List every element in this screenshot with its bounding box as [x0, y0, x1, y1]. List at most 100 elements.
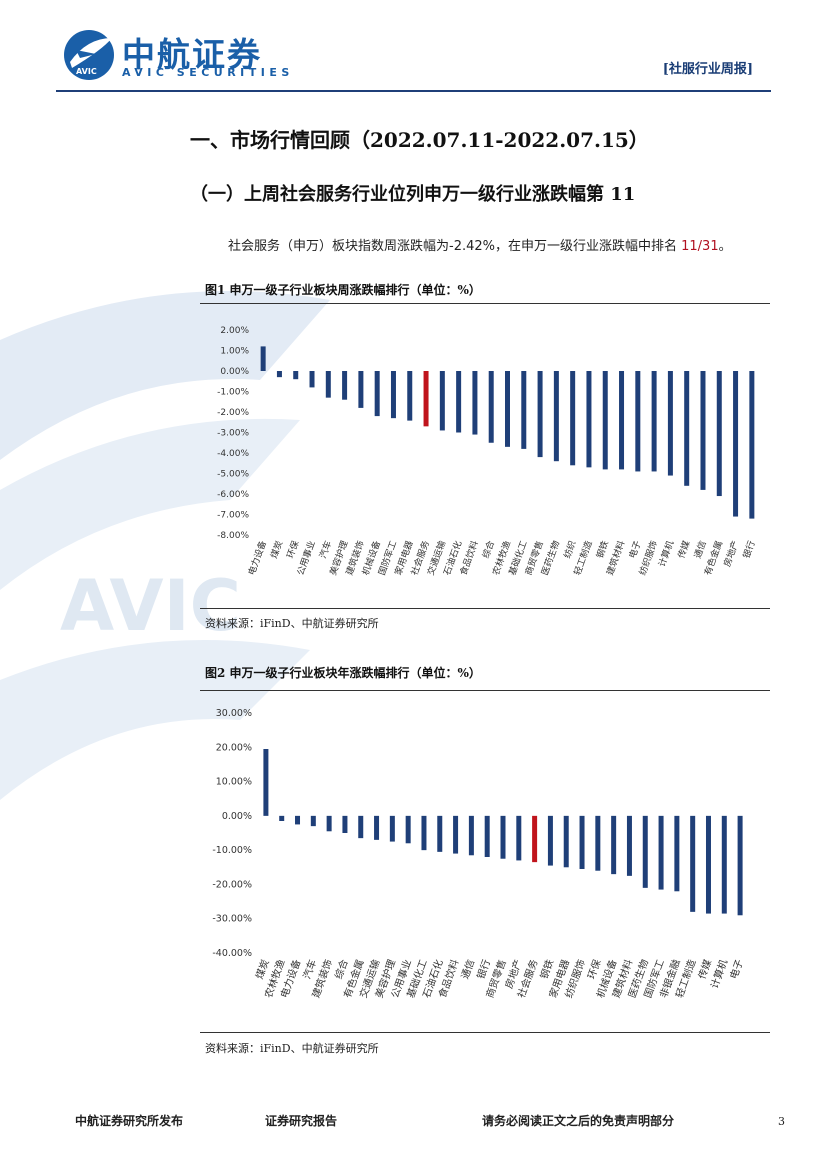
bar	[602, 371, 608, 470]
footer-publisher: 中航证券研究所发布	[75, 1114, 184, 1128]
x-category-label: 煤炭	[253, 958, 272, 981]
y-tick-label: 1.00%	[220, 347, 249, 357]
bar	[279, 815, 285, 821]
bar	[390, 371, 396, 419]
bar	[358, 371, 364, 408]
figure-1-top-rule	[200, 303, 770, 304]
y-tick-label: 2.00%	[220, 326, 249, 336]
bar	[579, 815, 585, 869]
summary-end: 。	[718, 239, 732, 254]
figure-1-title: 图1 申万一级子行业板块周涨跌幅排行（单位：%）	[205, 283, 481, 297]
x-category-label: 综合	[480, 539, 497, 560]
bar	[721, 815, 727, 914]
x-category-label: 环保	[585, 958, 604, 981]
bar	[547, 815, 553, 866]
y-tick-label: -3.00%	[217, 429, 249, 439]
bar	[658, 815, 664, 890]
logo-english-name: AVIC SECURITIES	[122, 66, 294, 79]
figure-2-source: 资料来源：iFinD、中航证券研究所	[205, 1042, 379, 1055]
bar	[326, 815, 332, 832]
bar	[505, 371, 510, 447]
y-tick-label: 20.00%	[216, 742, 252, 753]
report-type-tag: [社服行业周报]	[662, 62, 753, 77]
y-tick-label: 0.00%	[220, 367, 249, 377]
bar	[570, 371, 576, 466]
x-category-label: 电子	[626, 539, 643, 560]
bar	[700, 371, 706, 490]
bar	[439, 371, 445, 431]
bar	[684, 371, 690, 486]
logo-chinese-name: 中航证券	[122, 35, 262, 74]
x-category-label: 通信	[459, 958, 477, 981]
bar	[472, 371, 478, 435]
x-category-label: 传媒	[675, 539, 692, 560]
y-tick-label: -4.00%	[217, 449, 249, 459]
x-category-label: 银行	[740, 539, 757, 560]
bar	[553, 371, 559, 462]
x-category-label: 综合	[332, 958, 351, 981]
bar	[456, 371, 462, 433]
bar	[674, 815, 680, 892]
bar	[611, 815, 617, 875]
bar	[453, 815, 459, 854]
page-header: AVIC 中航证券 AVIC SECURITIES [社服行业周报]	[0, 0, 827, 95]
summary-paragraph: 社会服务（申万）板块指数周涨跌幅为-2.42%，在申万一级行业涨跌幅中排名 11…	[228, 235, 732, 254]
bar	[374, 815, 380, 840]
bar	[437, 815, 443, 852]
figure-2-bottom-rule	[200, 1032, 770, 1033]
x-category-label: 银行	[474, 958, 493, 981]
bar	[358, 815, 364, 839]
x-category-label: 电子	[727, 958, 746, 981]
bar	[737, 815, 743, 916]
bar	[325, 371, 331, 398]
bar	[619, 371, 625, 470]
y-tick-label: 10.00%	[216, 777, 252, 788]
y-tick-label: -20.00%	[212, 879, 252, 890]
bar	[532, 815, 538, 863]
figure-2-top-rule	[200, 690, 770, 691]
avic-logo: AVIC 中航证券 AVIC SECURITIES	[62, 28, 302, 84]
bar	[488, 371, 494, 443]
footer-report-type: 证券研究报告	[265, 1114, 338, 1128]
bar	[276, 371, 282, 378]
summary-text: 社会服务（申万）板块指数周涨跌幅为-2.42%，在申万一级行业涨跌幅中排名	[228, 239, 682, 254]
y-tick-label: 30.00%	[216, 708, 252, 719]
logo-badge-text: AVIC	[76, 67, 97, 76]
bar	[421, 815, 427, 851]
bar	[516, 815, 522, 861]
bar	[310, 815, 316, 827]
figure-1-source: 资料来源：iFinD、中航证券研究所	[205, 617, 379, 630]
bar	[642, 815, 648, 888]
bar	[595, 815, 601, 871]
weekly-change-chart: 2.00% 1.00% 0.00% -1.00% -2.00% -3.00% -4.00% -…	[217, 326, 758, 577]
bar	[260, 346, 266, 371]
y-tick-label: -40.00%	[212, 948, 252, 959]
avic-logo-icon: AVIC	[64, 30, 114, 80]
bar	[690, 815, 696, 912]
bar	[405, 815, 411, 844]
x-category-label: 通信	[691, 539, 708, 560]
section-heading: 一、市场行情回顾（2022.07.11-2022.07.15）	[190, 128, 649, 152]
y-tick-label: -1.00%	[217, 388, 249, 398]
y-tick-label: -5.00%	[217, 470, 249, 480]
bar	[309, 371, 315, 388]
y-tick-label: 0.00%	[222, 811, 252, 822]
y-tick-label: -8.00%	[217, 531, 249, 541]
subsection-heading: （一）上周社会服务行业位列申万一级行业涨跌幅第 11	[190, 184, 636, 205]
x-category-label: 汽车	[317, 539, 334, 560]
y-tick-label: -10.00%	[212, 845, 252, 856]
y-tick-label: -7.00%	[217, 511, 249, 521]
bar	[295, 815, 301, 825]
bar	[293, 371, 299, 380]
page-number: 3	[778, 1115, 785, 1128]
y-tick-label: -2.00%	[217, 408, 249, 418]
bar	[342, 815, 348, 833]
bar	[468, 815, 474, 856]
rank-highlight: 11/31	[681, 239, 719, 254]
bar	[667, 371, 673, 476]
bar	[263, 749, 269, 816]
x-category-label: 环保	[284, 539, 301, 560]
bar	[484, 815, 490, 857]
bar	[651, 371, 657, 472]
x-category-label: 煤炭	[268, 539, 285, 560]
